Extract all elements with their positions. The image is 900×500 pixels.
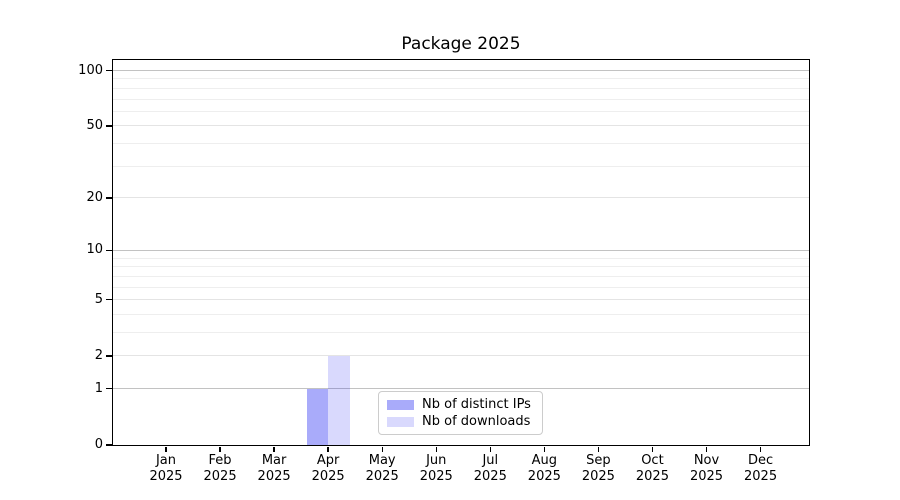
legend-swatch-distinct-ips	[387, 399, 414, 410]
legend-item-downloads: Nb of downloads	[387, 413, 534, 430]
gridline-decade	[113, 388, 809, 390]
legend-item-distinct-ips: Nb of distinct IPs	[387, 396, 534, 413]
y-tick-label: 5	[94, 291, 103, 307]
y-tick-label: 0	[94, 437, 103, 452]
x-tick-label: Jun 2025	[419, 453, 453, 484]
gridline-minor	[113, 87, 809, 89]
gridline-minor	[113, 266, 809, 268]
gridline-major	[113, 355, 809, 357]
gridline-minor	[113, 332, 809, 334]
y-tick-mark	[106, 444, 113, 446]
gridline-minor	[113, 275, 809, 277]
gridline-decade	[113, 70, 809, 72]
x-tick-mark	[705, 446, 708, 452]
y-tick-mark	[106, 249, 113, 252]
x-tick-label: Feb 2025	[203, 453, 237, 484]
y-tick-label: 1	[94, 380, 103, 396]
legend-swatch-downloads	[387, 416, 414, 427]
y-tick-label: 100	[78, 62, 103, 78]
gridline-minor	[113, 98, 809, 100]
x-tick-mark	[219, 446, 221, 452]
gridline-minor	[113, 143, 809, 145]
gridline-minor	[113, 78, 809, 80]
y-tick-mark	[106, 355, 113, 357]
y-tick-mark	[106, 388, 113, 390]
x-tick-label: Jan 2025	[149, 453, 183, 484]
x-tick-mark	[165, 446, 167, 452]
gridline-major	[113, 125, 809, 127]
y-tick-label: 50	[86, 117, 103, 133]
gridline-major	[113, 197, 809, 199]
x-tick-mark	[381, 446, 383, 452]
x-tick-mark	[759, 446, 762, 452]
x-tick-mark	[651, 446, 654, 452]
y-tick-mark	[106, 298, 113, 301]
x-tick-label: Mar 2025	[257, 453, 291, 484]
gridline-minor	[113, 286, 809, 288]
y-tick-label: 20	[86, 189, 103, 205]
x-tick-label: May 2025	[365, 453, 399, 484]
x-tick-mark	[489, 446, 491, 452]
x-tick-label: Aug 2025	[527, 453, 561, 484]
x-tick-mark	[543, 446, 546, 452]
x-tick-mark	[273, 446, 275, 452]
y-tick-mark	[106, 197, 113, 199]
gridline-minor	[113, 110, 809, 112]
x-tick-label: Jul 2025	[473, 453, 507, 484]
x-tick-mark	[597, 446, 600, 452]
x-tick-mark	[327, 446, 329, 452]
x-tick-label: Oct 2025	[635, 453, 669, 484]
gridline-decade	[113, 249, 809, 251]
bar-downloads-apr	[328, 355, 350, 445]
x-tick-label: Nov 2025	[689, 453, 724, 484]
legend: Nb of distinct IPs Nb of downloads	[378, 391, 543, 435]
bar-distinct_ips-apr	[306, 388, 329, 445]
x-tick-mark	[435, 446, 437, 452]
y-tick-mark	[106, 69, 113, 72]
x-tick-label: Dec 2025	[744, 453, 778, 484]
y-tick-mark	[106, 125, 113, 127]
gridline-minor	[113, 257, 809, 259]
legend-label-distinct-ips: Nb of distinct IPs	[422, 396, 531, 412]
gridline-minor	[113, 165, 809, 167]
x-tick-label: Apr 2025	[311, 453, 345, 484]
legend-label-downloads: Nb of downloads	[422, 413, 531, 429]
y-tick-label: 2	[94, 347, 103, 363]
gridline-major	[113, 299, 809, 301]
x-tick-label: Sep 2025	[581, 453, 615, 484]
gridline-minor	[113, 313, 809, 315]
y-tick-label: 10	[86, 242, 103, 258]
chart-title: Package 2025	[401, 34, 521, 54]
